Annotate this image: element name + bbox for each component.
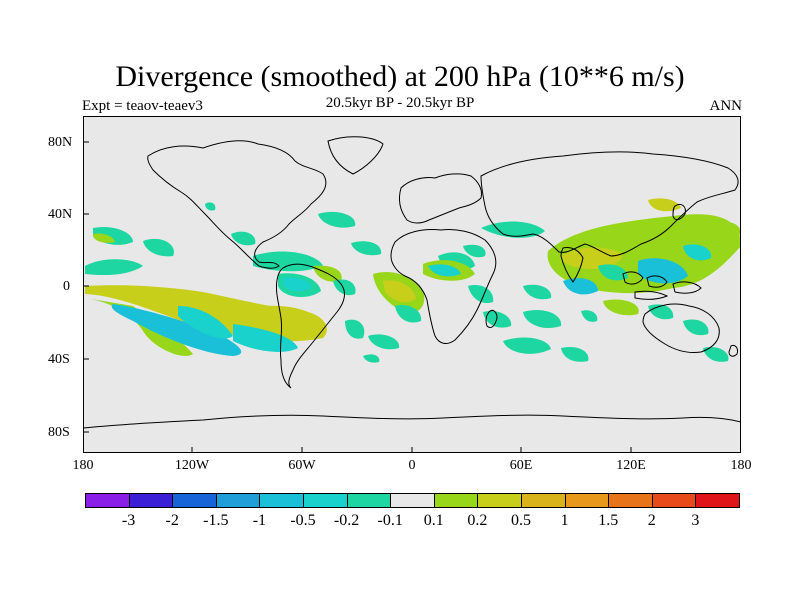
colorbar-label: -0.5 — [290, 512, 316, 529]
lon-label-180e: 180 — [730, 458, 752, 473]
colorbar-swatch — [346, 493, 392, 508]
colorbar-swatch — [390, 493, 435, 508]
colorbar-swatch — [651, 493, 697, 508]
colorbar-swatch — [477, 493, 522, 508]
lon-label-60e: 60E — [509, 458, 533, 473]
axis-ticks — [83, 141, 632, 453]
season-label: ANN — [709, 98, 743, 114]
colorbar-label: 0.5 — [511, 512, 531, 529]
period-label: 20.5kyr BP - 20.5kyr BP — [325, 95, 475, 111]
lon-label-180w: 180 — [72, 458, 94, 473]
divergence-fields — [85, 198, 741, 363]
colorbar-swatch — [564, 493, 610, 508]
lat-label-40n: 40N — [48, 207, 73, 222]
coastlines — [83, 136, 741, 429]
colorbar-swatch — [303, 493, 348, 508]
colorbar-label: 0.1 — [423, 512, 444, 529]
colorbar-label: 3 — [691, 512, 700, 529]
colorbar-swatch — [259, 493, 304, 508]
lat-label-80n: 80N — [48, 135, 73, 150]
colorbar-label: -2 — [165, 512, 179, 529]
lon-label-120e: 120E — [616, 458, 646, 473]
lon-label-60w: 60W — [288, 458, 316, 473]
colorbar-label: -1.5 — [203, 512, 229, 529]
colorbar-swatch — [215, 493, 261, 508]
colorbar-label: 1.5 — [598, 512, 619, 529]
colorbar-label: 2 — [647, 512, 656, 529]
colorbar-label: -3 — [121, 512, 136, 529]
lat-label-0: 0 — [63, 279, 70, 294]
colorbar-swatch — [521, 493, 566, 508]
colorbar-swatch — [85, 493, 130, 508]
colorbar-swatch — [128, 493, 174, 508]
chart-title: Divergence (smoothed) at 200 hPa (10**6 … — [115, 60, 685, 93]
colorbar-label: 1 — [560, 512, 569, 529]
colorbar-swatch — [433, 493, 479, 508]
colorbar-swatch — [172, 493, 217, 508]
lat-label-40s: 40S — [48, 352, 70, 367]
lat-label-80s: 80S — [48, 425, 70, 440]
lon-label-0: 0 — [408, 458, 416, 473]
colorbar-label: -0.1 — [377, 512, 403, 529]
divergence-map — [83, 116, 741, 453]
lon-label-120w: 120W — [174, 458, 210, 473]
colorbar-swatch — [695, 493, 740, 508]
colorbar-label: -0.2 — [333, 512, 360, 529]
colorbar-label: 0.2 — [467, 512, 488, 529]
experiment-label: Expt = teaov-teaev3 — [82, 98, 203, 114]
colorbar-label: -1 — [252, 512, 267, 529]
colorbar-swatch — [608, 493, 653, 508]
